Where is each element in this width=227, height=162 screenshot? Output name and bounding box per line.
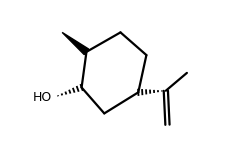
Text: HO: HO [33,91,52,104]
Polygon shape [62,32,88,55]
